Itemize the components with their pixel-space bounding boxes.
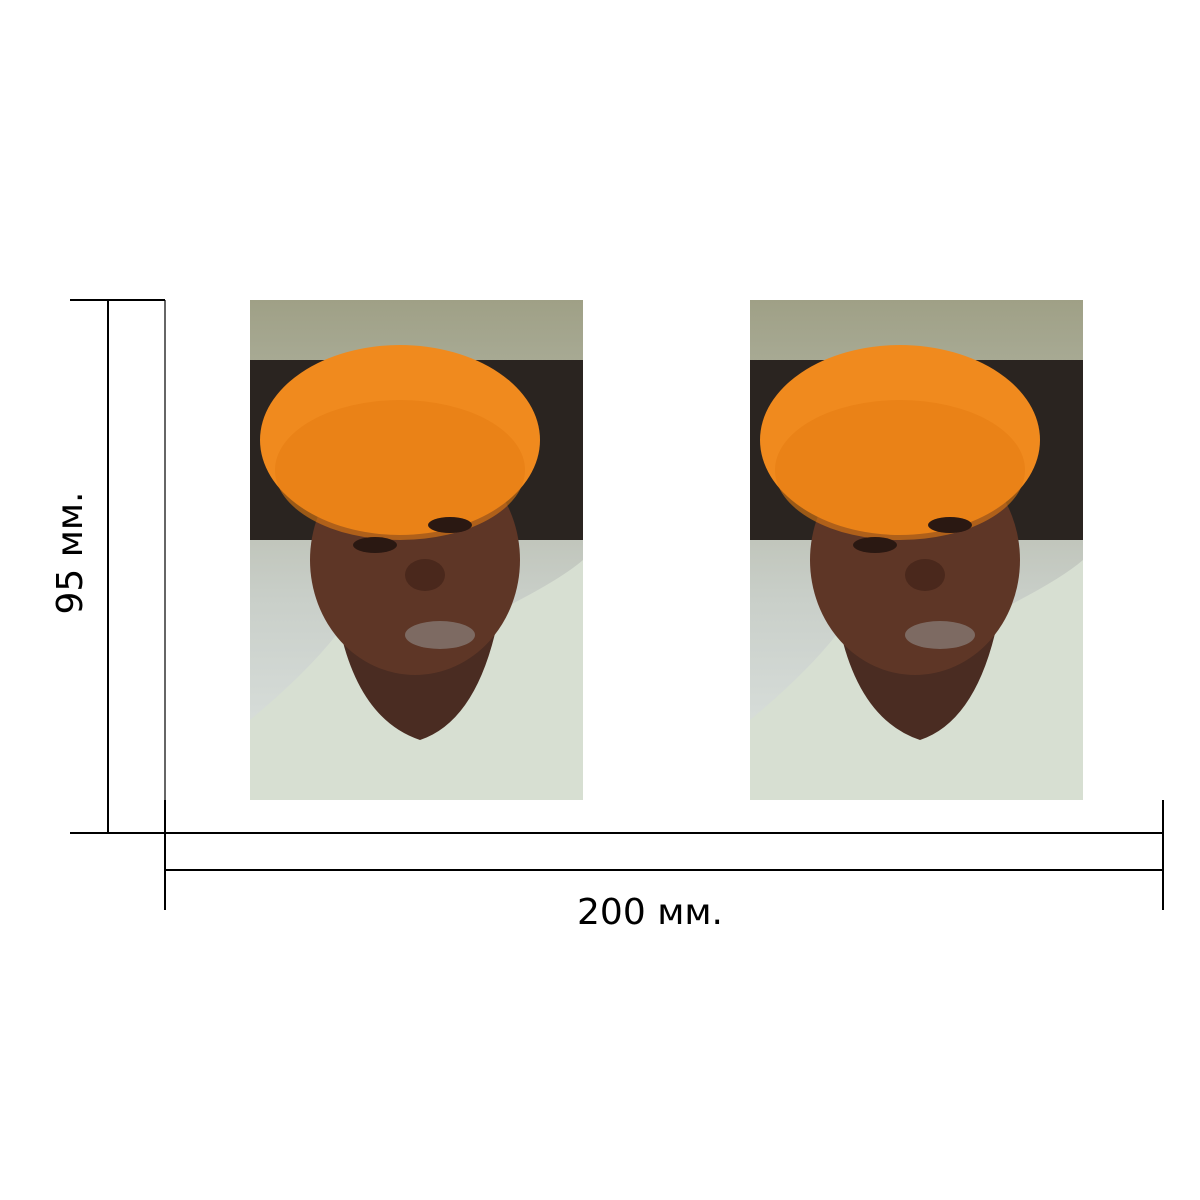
width-label: 200 мм. (577, 892, 723, 933)
photo-right (750, 300, 1083, 800)
photo-left (250, 300, 583, 800)
height-label: 95 мм. (50, 491, 91, 614)
